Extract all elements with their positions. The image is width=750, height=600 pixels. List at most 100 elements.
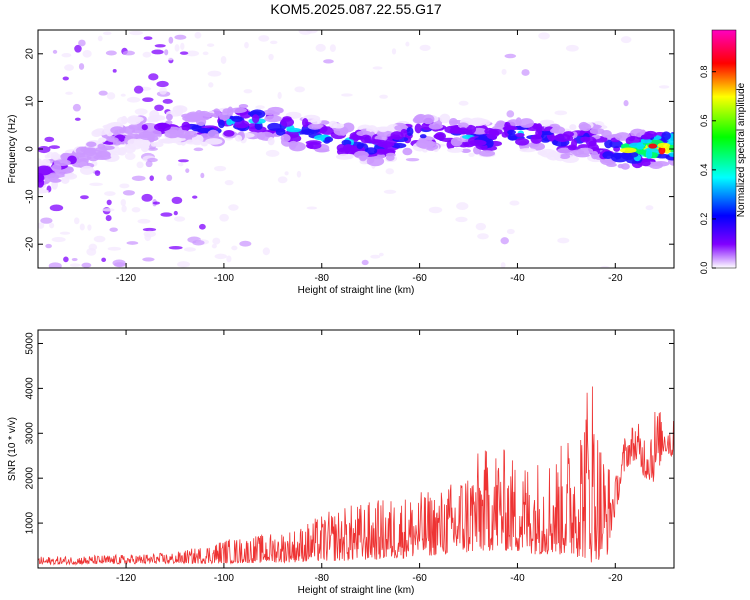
heatmap-ridge-blob: [264, 115, 282, 123]
heatmap-blob: [455, 216, 468, 223]
heatmap-ridge-blob: [149, 109, 160, 120]
heatmap-blob: [141, 193, 153, 202]
heatmap-blob: [61, 53, 72, 58]
heatmap-blob: [224, 179, 234, 186]
spectrogram-ytick-label: -20: [25, 237, 36, 252]
heatmap-ridge-blob: [530, 134, 543, 144]
heatmap-blob: [244, 41, 249, 49]
heatmap-blob: [173, 210, 178, 216]
heatmap-blob: [194, 31, 202, 39]
spectrogram-xtick-label: -80: [315, 273, 330, 284]
heatmap-ridge-blob: [559, 153, 571, 160]
heatmap-blob: [202, 51, 209, 56]
heatmap-ridge-blob: [223, 130, 235, 137]
heatmap-blob: [38, 222, 45, 229]
heatmap-ridge-blob: [267, 136, 275, 146]
heatmap-ridge-blob: [195, 117, 207, 127]
heatmap-blob: [206, 43, 215, 47]
heatmap-ridge-blob: [529, 142, 546, 151]
heatmap-ridge-blob: [234, 120, 250, 129]
heatmap-blob: [98, 90, 108, 96]
heatmap-ridge-blob: [181, 113, 194, 119]
heatmap-blob: [69, 263, 81, 267]
heatmap-ridge-blob: [577, 144, 590, 149]
heatmap-ridge-blob: [606, 162, 617, 168]
heatmap-blob: [305, 30, 318, 34]
heatmap-ridge-blob: [492, 129, 500, 138]
heatmap-ridge-blob: [518, 118, 535, 128]
heatmap-ridge-blob: [364, 147, 378, 155]
heatmap-blob: [52, 49, 58, 54]
heatmap-blob: [159, 87, 168, 95]
heatmap-ridge-blob: [601, 129, 612, 138]
heatmap-blob: [178, 159, 189, 163]
heatmap-ridge-blob: [191, 124, 202, 132]
heatmap-ridge-blob: [458, 127, 468, 135]
heatmap-blob: [86, 247, 97, 256]
heatmap-blob: [154, 44, 166, 48]
heatmap-ridge-blob: [44, 176, 51, 184]
heatmap-blob: [220, 55, 227, 64]
heatmap-blob: [504, 53, 517, 59]
heatmap-blob: [78, 63, 85, 70]
heatmap-blob: [378, 252, 384, 257]
heatmap-blob: [156, 80, 169, 88]
heatmap-blob: [192, 239, 205, 246]
heatmap-blob: [94, 170, 101, 176]
heatmap-blob: [64, 64, 74, 71]
heatmap-ridge-blob: [663, 146, 671, 154]
heatmap-blob: [74, 117, 81, 121]
snr-ytick-label: 3000: [25, 422, 36, 445]
heatmap-ridge-blob: [484, 127, 495, 135]
heatmap-ridge-blob: [307, 123, 323, 130]
heatmap-blob: [71, 257, 78, 262]
spectrogram-ytick-label: 10: [25, 95, 36, 107]
heatmap-ridge-blob: [623, 151, 639, 158]
heatmap-ridge-blob: [570, 149, 585, 155]
heatmap-blob: [65, 91, 73, 95]
heatmap-blob: [166, 174, 173, 181]
heatmap-ridge-blob: [580, 136, 591, 143]
heatmap-blob: [177, 261, 191, 268]
heatmap-ridge-blob: [150, 142, 158, 147]
heatmap-blob: [48, 145, 61, 149]
heatmap-ridge-blob: [234, 134, 243, 142]
heatmap-ridge-blob: [310, 118, 322, 125]
snr-xtick-label: -80: [315, 573, 330, 584]
heatmap-blob: [173, 216, 186, 222]
heatmap-blob: [102, 31, 112, 36]
heatmap-ridge-blob: [53, 159, 71, 167]
heatmap-blob: [391, 48, 397, 55]
spectrogram-xtick-label: -40: [510, 273, 525, 284]
heatmap-blob: [126, 241, 139, 245]
heatmap-blob: [193, 147, 204, 152]
heatmap-blob: [151, 49, 164, 55]
heatmap-blob: [554, 110, 568, 116]
heatmap-blob: [73, 217, 80, 225]
heatmap-blob: [405, 157, 420, 162]
heatmap-blob: [81, 262, 92, 268]
heatmap-blob: [565, 44, 579, 52]
heatmap-blob: [49, 204, 64, 212]
heatmap-ridge-blob: [166, 113, 173, 121]
heatmap-blob: [49, 222, 55, 229]
heatmap-blob: [162, 98, 173, 104]
heatmap-blob: [370, 254, 381, 259]
heatmap-blob: [419, 44, 431, 51]
heatmap-blob: [268, 53, 274, 61]
spectrogram-xtick-label: -60: [412, 273, 427, 284]
heatmap-ridge-blob: [494, 123, 501, 128]
heatmap-ridge-blob: [97, 143, 106, 149]
heatmap-ridge-blob: [468, 139, 487, 147]
snr-panel: -120 -100 -80 -60 -40 -20 1000 2000 3000 4000 5000…: [7, 329, 675, 596]
heatmap-marks: [38, 30, 674, 268]
heatmap-blob: [315, 43, 326, 52]
heatmap-blob: [131, 175, 146, 181]
heatmap-ridge-blob: [302, 118, 309, 128]
heatmap-blob: [136, 161, 144, 169]
heatmap-blob: [212, 237, 221, 245]
heatmap-ridge-blob: [282, 116, 292, 122]
colorbar-tick-label: 0.0: [699, 262, 709, 275]
heatmap-blob: [506, 228, 515, 235]
spectrogram-xlabel: Height of straight line (km): [298, 285, 415, 296]
